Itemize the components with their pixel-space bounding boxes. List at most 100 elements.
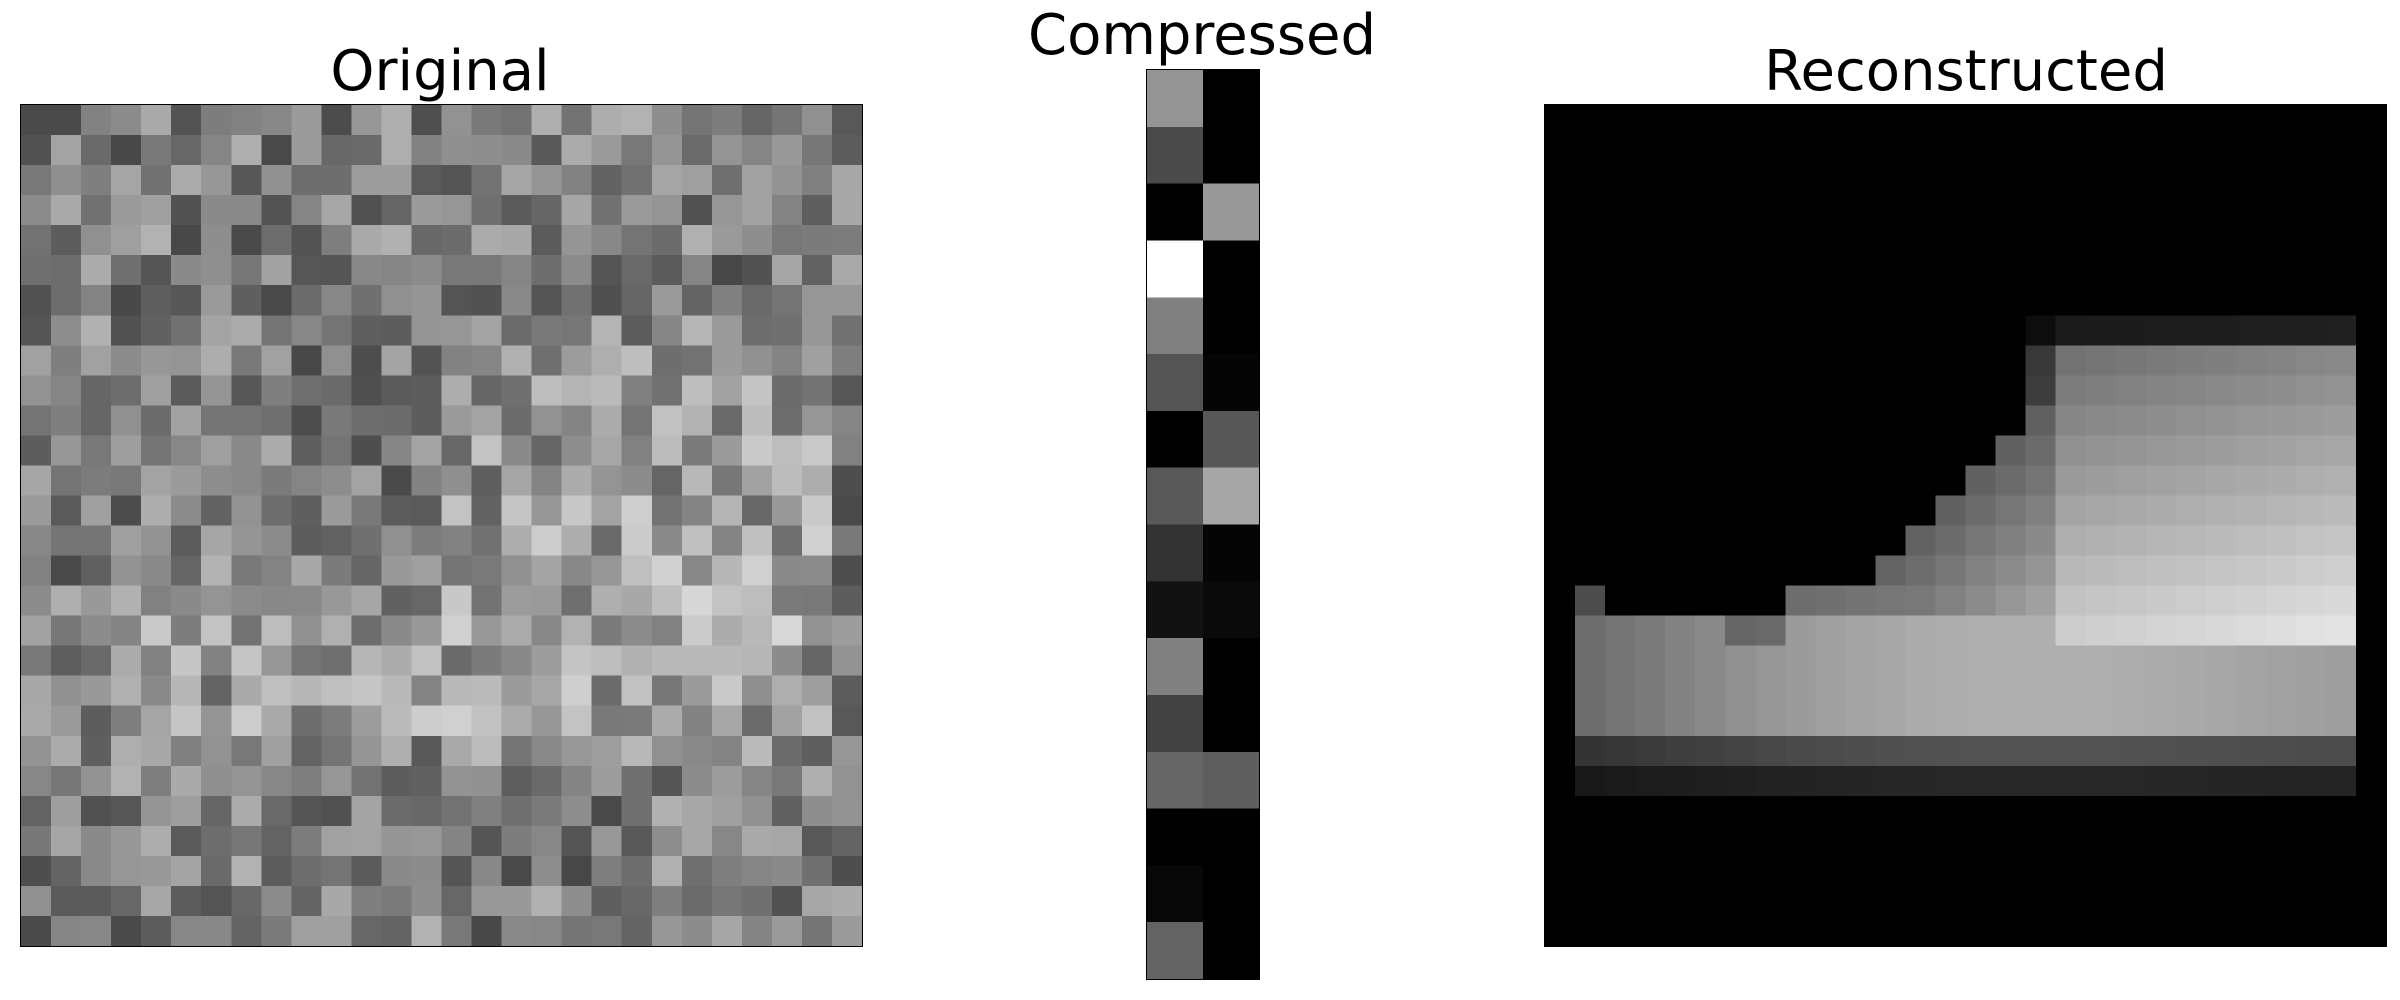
reconstructed-pixel <box>2055 225 2087 256</box>
original-pixel <box>621 195 653 226</box>
reconstructed-pixel <box>1695 165 1726 196</box>
original-pixel <box>501 585 533 617</box>
reconstructed-pixel <box>1725 855 1756 887</box>
original-pixel <box>51 135 82 166</box>
reconstructed-pixel <box>1545 795 1576 827</box>
reconstructed-pixel <box>2085 915 2117 946</box>
reconstructed-pixel <box>2085 765 2117 797</box>
original-pixel <box>741 585 773 617</box>
reconstructed-pixel <box>1665 405 1696 436</box>
original-pixel <box>81 705 112 737</box>
compressed-code-pixel <box>1147 922 1205 979</box>
original-pixel <box>531 705 563 737</box>
reconstructed-pixel <box>1995 195 2027 226</box>
reconstructed-pixel <box>2145 195 2177 226</box>
reconstructed-pixel <box>1545 555 1576 587</box>
original-pixel <box>231 585 262 617</box>
original-pixel <box>21 345 52 376</box>
original-pixel <box>141 675 172 707</box>
reconstructed-pixel <box>2265 705 2297 737</box>
reconstructed-pixel <box>1905 165 1937 196</box>
original-pixel <box>351 375 383 406</box>
reconstructed-pixel <box>2025 645 2057 677</box>
original-pixel <box>111 525 142 557</box>
reconstructed-pixel <box>2325 345 2357 376</box>
reconstructed-pixel <box>1575 645 1606 677</box>
reconstructed-pixel <box>1575 285 1606 316</box>
original-pixel <box>261 855 292 887</box>
original-pixel <box>741 525 773 557</box>
original-pixel <box>261 765 292 797</box>
original-pixel <box>711 555 743 587</box>
original-pixel <box>141 315 172 346</box>
original-pixel <box>321 645 352 677</box>
original-pixel <box>531 315 563 346</box>
original-pixel <box>51 105 82 136</box>
reconstructed-pixel <box>1725 285 1756 316</box>
reconstructed-pixel <box>2085 225 2117 256</box>
original-pixel <box>201 495 232 527</box>
original-pixel <box>51 495 82 527</box>
reconstructed-pixel <box>1785 285 1816 316</box>
original-pixel <box>381 705 413 737</box>
reconstructed-pixel <box>2265 615 2297 647</box>
reconstructed-pixel <box>1935 855 1967 887</box>
original-pixel <box>201 435 232 467</box>
reconstructed-pixel <box>2205 345 2237 376</box>
reconstructed-pixel <box>1815 255 1846 286</box>
original-pixel <box>501 195 533 226</box>
original-pixel <box>21 435 52 467</box>
original-pixel <box>141 705 172 737</box>
compressed-code-pixel <box>1203 922 1259 979</box>
reconstructed-pixel <box>2145 585 2177 617</box>
reconstructed-pixel <box>1605 825 1636 857</box>
reconstructed-pixel <box>2175 765 2207 797</box>
original-pixel <box>711 375 743 406</box>
reconstructed-pixel <box>1875 915 1907 946</box>
original-pixel <box>201 345 232 376</box>
original-pixel <box>741 765 773 797</box>
original-pixel <box>291 165 322 196</box>
reconstructed-pixel <box>1995 705 2027 737</box>
reconstructed-pixel <box>2115 735 2147 767</box>
original-pixel <box>471 345 503 376</box>
reconstructed-pixel <box>1995 645 2027 677</box>
reconstructed-pixel <box>2325 705 2357 737</box>
reconstructed-pixel <box>1665 135 1696 166</box>
original-pixel <box>441 255 473 286</box>
original-pixel <box>411 765 443 797</box>
original-pixel <box>351 435 383 467</box>
original-pixel <box>171 525 202 557</box>
original-pixel <box>561 675 593 707</box>
original-pixel <box>771 585 803 617</box>
original-pixel <box>81 345 112 376</box>
original-pixel <box>651 855 683 887</box>
original-pixel <box>471 795 503 827</box>
original-pixel <box>81 915 112 946</box>
reconstructed-pixel <box>1695 885 1726 917</box>
reconstructed-pixel <box>1605 585 1636 617</box>
original-pixel <box>501 375 533 406</box>
original-pixel <box>531 465 563 497</box>
reconstructed-pixel <box>2145 465 2177 497</box>
original-pixel <box>51 765 82 797</box>
original-pixel <box>171 405 202 436</box>
reconstructed-pixel <box>2175 345 2207 376</box>
reconstructed-pixel <box>1815 735 1846 767</box>
original-pixel <box>441 585 473 617</box>
reconstructed-pixel <box>2145 675 2177 707</box>
original-pixel <box>51 405 82 436</box>
reconstructed-pixel <box>2325 135 2357 166</box>
reconstructed-pixel <box>1545 525 1576 557</box>
reconstructed-pixel <box>1725 495 1756 527</box>
original-pixel <box>831 795 862 827</box>
reconstructed-pixel <box>1695 615 1726 647</box>
original-pixel <box>711 165 743 196</box>
original-pixel <box>621 255 653 286</box>
original-pixel <box>681 525 713 557</box>
original-pixel <box>321 135 352 166</box>
reconstructed-pixel <box>2235 885 2267 917</box>
original-pixel <box>741 375 773 406</box>
reconstructed-pixel <box>1755 405 1786 436</box>
original-pixel <box>621 735 653 767</box>
